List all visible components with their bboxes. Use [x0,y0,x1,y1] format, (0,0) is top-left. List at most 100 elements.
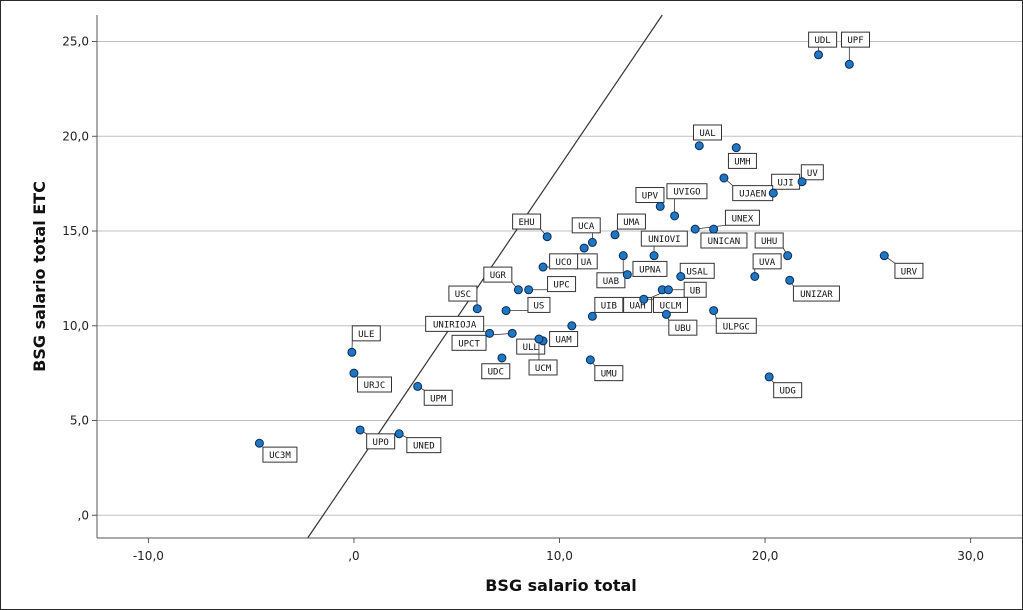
label-text: UB [690,286,701,296]
label-text: UGR [490,271,507,281]
label-box [724,209,760,226]
label-box [894,262,924,279]
label-text: UHU [761,237,777,247]
label-text: UMU [601,370,617,380]
point-label-ujaen: UJAEN [723,177,774,202]
label-text: UDG [780,387,796,397]
point-label-usc: USC [448,285,478,309]
data-point-ehu [542,232,552,242]
label-text: UNICAN [708,237,741,247]
point-label-ual: UAL [693,124,722,141]
point-label-uc3m: UC3M [262,446,298,463]
data-point-umu [585,355,595,365]
point-label-uji: UJI [771,173,801,190]
label-box [800,164,824,181]
y-axis-title: BSG salario total ETC [30,181,49,372]
label-text: UPM [430,394,447,404]
data-point-uhu [783,251,793,261]
x-tick-label: 20,0 [752,549,779,563]
data-point-unizar [785,275,795,285]
point-label-uclm: UCLM [643,296,688,313]
label-text: UPCT [458,339,480,349]
data-point-uned [394,429,404,439]
data-point-ule [347,347,357,357]
data-point-uco [538,262,548,272]
point-label-udg: UDG [768,376,803,399]
label-text: ULE [358,330,374,340]
data-point-udg [764,372,774,382]
point-label-uca: UCA [571,217,601,243]
label-text: UPNA [639,265,661,275]
data-point-uji [768,188,778,198]
data-point-uvigo [670,211,680,221]
tick-labels: ,0 5,0 10,0 15,0 20,0 25,0 -10,0 ,0 10,0 20,0 30,0 [62,35,984,563]
label-text: UBU [675,324,691,334]
label-box [693,124,722,141]
data-points [254,50,889,448]
label-text: UPO [373,438,389,448]
label-box [715,317,757,334]
label-text: UCA [578,222,595,232]
label-box [666,183,708,200]
label-box [640,230,688,247]
point-label-uned: UNED [398,433,442,454]
label-box [423,389,453,406]
point-label-uma: UMA [614,213,646,235]
y-tick-label: 20,0 [62,129,89,143]
point-label-upc: UPC [528,276,577,293]
y-tick-label: 25,0 [62,35,89,49]
x-tick-label: ,0 [348,549,359,563]
label-box [357,376,392,393]
point-label-umu: UMU [590,359,624,382]
point-label-ule: ULE [351,325,381,353]
data-point-uib [587,311,597,321]
label-box [632,260,668,277]
point-label-unican: UNICAN [700,232,748,249]
point-label-usal: USAL [679,262,715,279]
label-text: UNIZAR [800,290,833,300]
label-box [512,213,542,230]
point-label-upna: UPNA [632,260,668,277]
data-point-udl [814,50,823,60]
data-point-urv [879,251,889,261]
label-box [792,285,840,302]
data-point-uca [587,237,597,247]
data-point-urjc [349,368,359,378]
data-point-upm [413,381,423,391]
label-text: ULL [523,343,539,353]
y-tick-label: 15,0 [62,224,89,238]
label-box [841,31,870,48]
label-text: URJC [364,381,386,391]
label-text: UAL [699,129,715,139]
data-point-uva [750,272,760,281]
label-text: UPF [847,36,863,46]
label-box [451,334,487,351]
point-label-urjc: URJC [357,376,392,393]
label-box [668,319,698,336]
point-label-udl: UDL [808,31,838,55]
label-box [596,272,626,289]
x-tick-label: 30,0 [957,549,984,563]
point-label-ubu: UBU [666,314,698,336]
data-point-ugr [513,285,523,295]
data-point-unirioja [485,328,495,338]
point-label-uib: UIB [594,296,624,313]
label-box [571,217,601,234]
label-box [262,446,298,463]
data-point-uam [567,321,577,331]
y-tick-label: 5,0 [70,414,89,428]
label-box [773,382,803,399]
point-label-uv: UV [800,164,824,181]
point-labels: UDL UPF UAL UMH UV UJI UJAEN UPV UVIGO UNEX UMA EHU… [262,31,924,463]
label-text: UAM [555,336,572,346]
label-box [549,331,579,348]
label-text: UNED [413,442,435,452]
label-text: UCLM [660,301,682,311]
point-label-ulpgc: ULPGC [713,310,757,334]
label-box [448,285,478,302]
data-point-umh [731,143,741,153]
point-label-upf: UPF [841,31,870,65]
point-label-umh: UMH [727,152,757,169]
